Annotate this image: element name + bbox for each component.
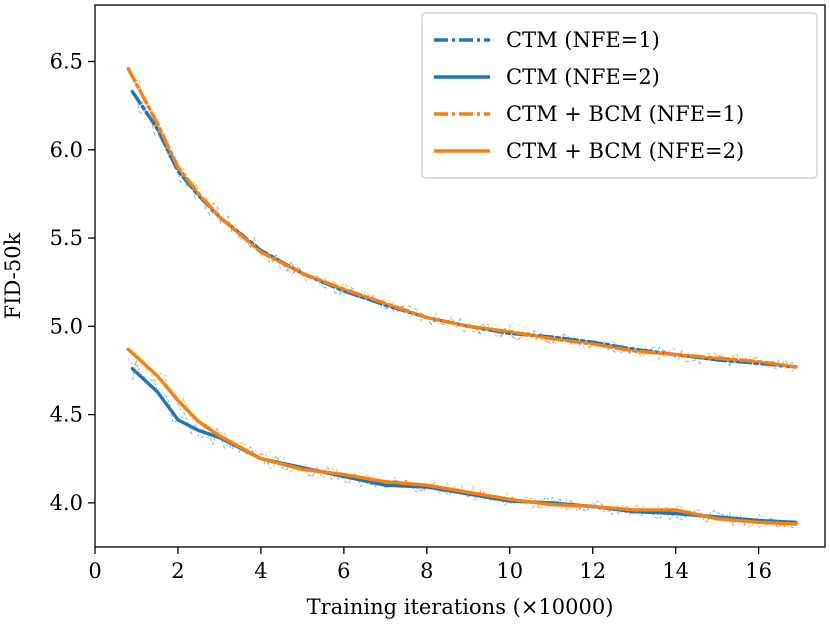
legend-item-1: CTM (NFE=1) <box>434 28 660 52</box>
legend-item-2: CTM (NFE=2) <box>434 65 660 89</box>
series-line-3 <box>126 66 798 369</box>
x-tick-label: 14 <box>662 559 689 583</box>
x-tick-label: 4 <box>254 559 267 583</box>
y-axis-label: FID-50k <box>1 232 25 319</box>
y-tick-label: 4.0 <box>50 491 83 515</box>
legend-box <box>421 12 818 179</box>
series-line-4 <box>126 347 798 526</box>
legend-item-3: CTM + BCM (NFE=1) <box>434 102 744 126</box>
series-4 <box>126 347 798 526</box>
legend-item-4: CTM + BCM (NFE=2) <box>434 139 744 163</box>
smoothed-series-lines <box>126 66 798 526</box>
y-tick-label: 5.5 <box>50 226 83 250</box>
y-tick-label: 6.5 <box>50 49 83 73</box>
x-tick-label: 12 <box>579 559 606 583</box>
x-tick-label: 6 <box>337 559 350 583</box>
legend-label: CTM (NFE=1) <box>506 28 660 52</box>
x-axis-label: Training iterations (×10000) <box>307 595 614 619</box>
x-tick-label: 16 <box>745 559 772 583</box>
y-axis-ticks: 4.0 4.5 5.0 5.5 6.0 6.5 <box>50 49 95 515</box>
series-line-2 <box>130 367 798 524</box>
y-tick-label: 5.0 <box>50 314 83 338</box>
series-2 <box>130 367 798 524</box>
y-tick-label: 4.5 <box>50 403 83 427</box>
legend-label: CTM + BCM (NFE=1) <box>506 102 744 126</box>
x-tick-label: 2 <box>171 559 184 583</box>
legend-label: CTM + BCM (NFE=2) <box>506 139 744 163</box>
series-3 <box>126 66 798 369</box>
noisy-trace-2 <box>131 359 797 529</box>
y-tick-label: 6.0 <box>50 138 83 162</box>
x-tick-label: 10 <box>496 559 523 583</box>
legend-label: CTM (NFE=2) <box>506 65 660 89</box>
x-axis-ticks: 0 2 4 6 8 10 12 14 16 <box>88 547 772 583</box>
x-tick-label: 8 <box>420 559 433 583</box>
noisy-trace-1 <box>131 91 797 368</box>
x-tick-label: 0 <box>88 559 101 583</box>
plot-frame <box>94 4 826 548</box>
legend: CTM (NFE=1) CTM (NFE=2) CTM + BCM (NFE=1) C… <box>421 12 818 179</box>
